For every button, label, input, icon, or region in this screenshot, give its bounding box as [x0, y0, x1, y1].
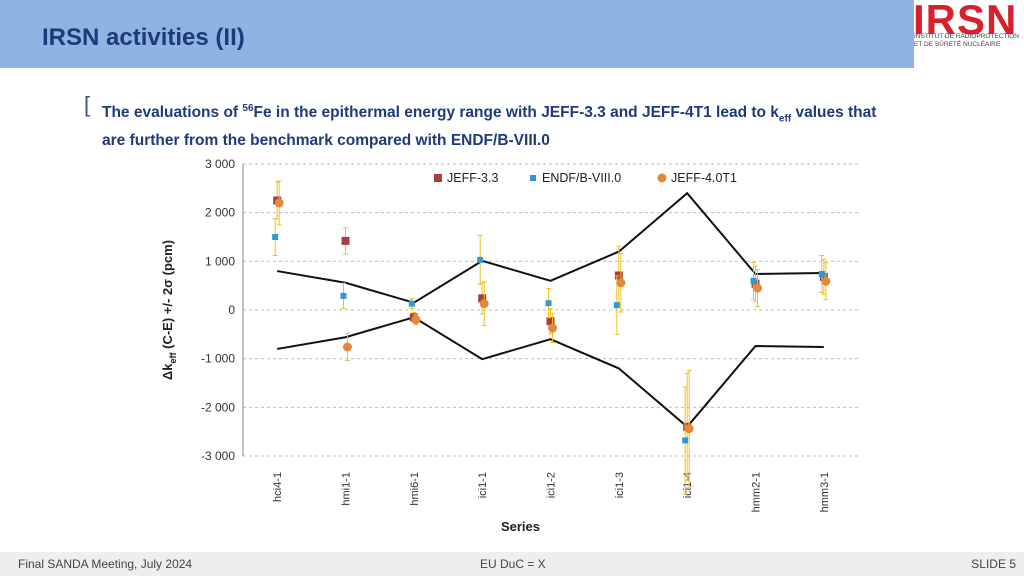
endf-b-viii-0-point [613, 302, 620, 309]
footer-duc: EU DuC = X [480, 557, 546, 571]
irsn-logo: IRSN INSTITUT DE RADIOPROTECTION ET DE S… [912, 0, 1024, 66]
x-tick-label: hmm3-1 [819, 472, 831, 512]
x-tick-label: hmm2-1 [751, 472, 763, 512]
legend-marker [530, 175, 536, 181]
header-bar: IRSN activities (II) [0, 0, 914, 68]
y-tick-label: -1 000 [201, 352, 235, 366]
x-tick-label: hmi1-1 [341, 472, 353, 506]
endf-b-viii-0-point [818, 270, 825, 277]
x-tick-label: ici1-3 [614, 472, 626, 498]
footer-slide-number: SLIDE 5 [971, 557, 1016, 571]
bullet-text: The evaluations of 56Fe in the epitherma… [102, 103, 877, 150]
y-tick-label: -2 000 [201, 400, 235, 414]
x-tick-label: ici1-1 [477, 472, 489, 498]
jeff-4-0t1-point [821, 276, 831, 286]
legend-label: JEFF-3.3 [447, 171, 498, 185]
endf-b-viii-0-point [682, 437, 689, 444]
endf-b-viii-0-point [340, 292, 347, 299]
jeff-4-0t1-point [274, 198, 284, 208]
endf-b-viii-0-point [408, 300, 415, 307]
y-tick-label: 1 000 [205, 254, 235, 268]
y-tick-label: 0 [228, 303, 235, 317]
bullet-bracket: [ [84, 92, 91, 117]
y-tick-label: 2 000 [205, 206, 235, 220]
footer-meeting: Final SANDA Meeting, July 2024 [18, 557, 193, 571]
y-axis-label: Δkeff (C-E) +/- 2σ (pcm) [160, 240, 178, 380]
endf-b-viii-0-point [272, 234, 279, 240]
x-tick-label: ici1-2 [546, 472, 558, 498]
envelope-upper-line [276, 191, 824, 304]
y-tick-label: -3 000 [201, 449, 235, 463]
logo-subtitle: INSTITUT DE RADIOPROTECTION ET DE SÛRETÉ… [914, 33, 1019, 49]
x-axis-label: Series [501, 519, 540, 534]
page-title: IRSN activities (II) [42, 24, 245, 51]
logo-line1: INSTITUT DE RADIOPROTECTION [914, 33, 1019, 40]
endf-b-viii-0-point [545, 300, 552, 307]
logo-line2: ET DE SÛRETÉ NUCLÉAIRE [914, 41, 1001, 48]
envelope-lower-line [276, 316, 824, 429]
legend-marker [657, 173, 667, 183]
jeff-4-0t1-point [753, 283, 762, 293]
x-tick-label: hmi6-1 [409, 472, 421, 506]
keff-chart: 3 000 2 000 1 000 0 -1 000 -2 000 -3 000 hci4-1… [150, 150, 870, 545]
jeff-3-3-point [341, 236, 350, 245]
jeff-4-0t1-point [616, 278, 626, 288]
jeff-4-0t1-point [684, 424, 694, 434]
jeff-3-3-point [546, 317, 555, 326]
logo-mark: IRSN [913, 0, 1018, 43]
jeff-4-0t1-point [548, 323, 557, 333]
legend-label: ENDF/B-VIII.0 [542, 171, 621, 185]
legend-label: JEFF-4.0T1 [671, 171, 737, 185]
jeff-3-3-point [478, 294, 487, 303]
chart-svg: 3 000 2 000 1 000 0 -1 000 -2 000 -3 000 hci4-1… [160, 157, 858, 534]
y-tick-label: 3 000 [205, 157, 235, 171]
endf-b-viii-0-point [750, 277, 757, 284]
footer: Final SANDA Meeting, July 2024 EU DuC = … [0, 552, 1024, 576]
endf-b-viii-0-point [477, 256, 484, 263]
legend-marker [434, 174, 442, 182]
jeff-4-0t1-point [411, 315, 421, 325]
x-tick-label: hci4-1 [272, 472, 284, 502]
jeff-4-0t1-point [343, 342, 352, 352]
jeff-4-0t1-point [479, 299, 489, 309]
